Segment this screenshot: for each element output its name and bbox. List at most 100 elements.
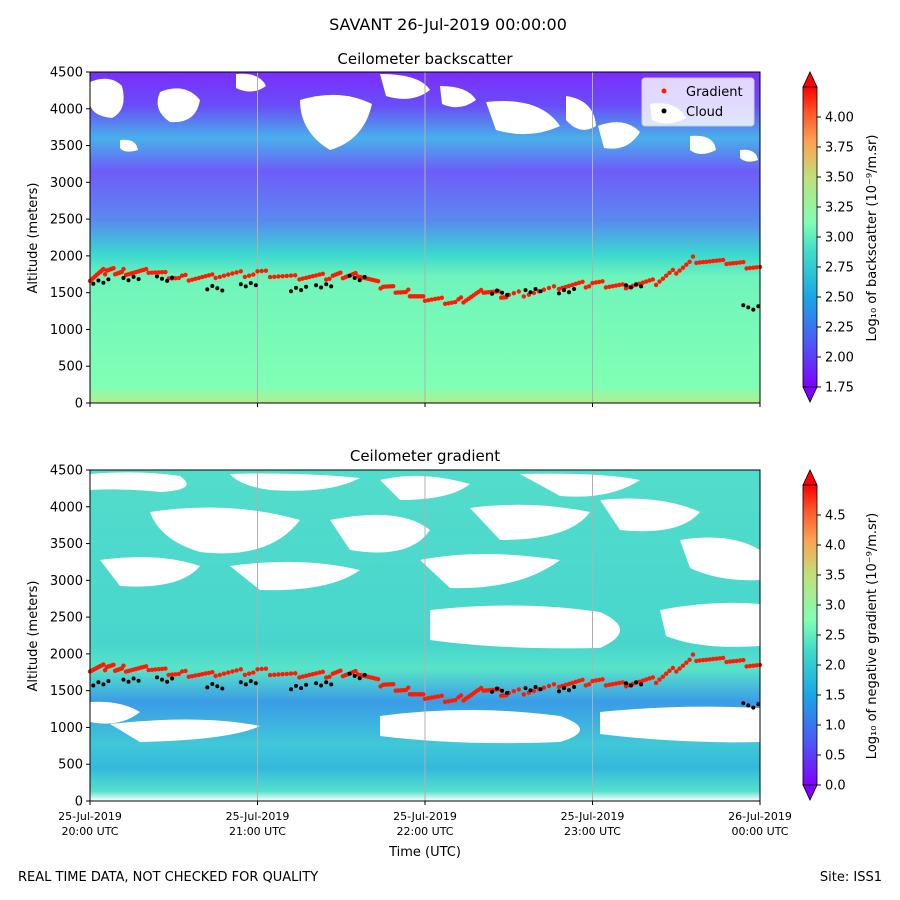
- gradient-point: [267, 274, 273, 280]
- gradient-point: [436, 694, 441, 699]
- gradient-point: [143, 664, 149, 669]
- gradient-point: [179, 273, 185, 278]
- cloud-point: [500, 290, 505, 295]
- gradient-point: [206, 670, 212, 676]
- gradient-point: [121, 266, 126, 272]
- gradient-point: [186, 674, 191, 679]
- gradient-point: [391, 284, 396, 289]
- cloud-point: [533, 287, 538, 291]
- gradient-point: [307, 672, 312, 678]
- gradient-point: [458, 295, 464, 300]
- gradient-point: [439, 295, 444, 300]
- gradient-point: [267, 672, 273, 678]
- gradient-point: [623, 684, 629, 689]
- colorbar: 0.0 0.5 1.0 1.5 2.0 2.5 3.0 3.5 4.0 4.5 Log₁₀ of …: [802, 469, 880, 801]
- colorbar-tick-label: 3.50: [825, 171, 854, 186]
- gradient-point: [146, 270, 151, 275]
- colorbar-min-arrow: [802, 386, 818, 403]
- cloud-point: [362, 274, 367, 279]
- gradient-point: [607, 682, 612, 687]
- figure-title: SAVANT 26-Jul-2019 00:00:00: [329, 15, 567, 34]
- cloud-point: [205, 287, 210, 292]
- gradient-point: [143, 266, 149, 272]
- gradient-point: [246, 671, 252, 676]
- gradient-series: [87, 254, 763, 306]
- gradient-point: [284, 273, 289, 279]
- colorbar-tick-label: 2.75: [825, 261, 854, 276]
- gradient-point: [657, 279, 662, 284]
- cloud-point: [572, 685, 577, 689]
- gradient-point: [737, 658, 743, 663]
- gradient-point: [173, 672, 178, 677]
- gradient-point: [111, 662, 116, 667]
- gradient-point: [670, 665, 676, 671]
- cloud-point: [562, 686, 566, 691]
- y-tick-label: 4000: [50, 102, 83, 117]
- gradient-point: [747, 663, 753, 669]
- gradient-point: [556, 286, 562, 292]
- gradient-point: [439, 693, 444, 698]
- gradient-point: [442, 301, 448, 306]
- gradient-point: [303, 275, 309, 280]
- cloud-point: [624, 681, 628, 686]
- gradient-point: [521, 294, 526, 299]
- gradient-point: [597, 279, 602, 285]
- gradient-point: [169, 672, 175, 677]
- colorbar-tick-label: 2.5: [825, 629, 846, 644]
- gradient-point: [734, 260, 739, 266]
- cloud-point: [314, 681, 319, 686]
- colorbar-tick-label: 4.5: [825, 509, 846, 524]
- y-tick-label: 2500: [50, 611, 83, 626]
- gradient-point: [603, 285, 609, 290]
- cloud-point: [562, 288, 566, 293]
- cloud-point: [96, 278, 101, 283]
- cloud-point: [329, 682, 334, 687]
- gradient-point: [101, 266, 106, 272]
- gradient-point: [242, 672, 248, 678]
- gradient-point: [263, 666, 269, 671]
- y-tick-label: 1500: [50, 684, 83, 699]
- gradient-point: [213, 275, 218, 281]
- cloud-point: [533, 685, 538, 689]
- gradient-point: [234, 668, 239, 673]
- gradient-point: [284, 671, 289, 677]
- site-label: Site: ISS1: [819, 870, 882, 885]
- cloud-point: [106, 277, 111, 282]
- gradient-point: [276, 672, 281, 677]
- gradient-point: [717, 656, 722, 661]
- x-tick-label-date: 25-Jul-2019: [393, 810, 457, 823]
- gradient-point: [166, 672, 171, 678]
- gradient-point: [190, 277, 195, 282]
- gradient-point: [255, 667, 260, 672]
- cloud-point: [523, 686, 528, 691]
- gradient-point: [259, 666, 264, 672]
- gradient-point: [421, 692, 426, 697]
- gradient-point: [724, 659, 729, 665]
- colorbar-tick-label: 2.25: [825, 321, 854, 336]
- gradient-point: [516, 289, 521, 294]
- gradient-point: [196, 672, 202, 678]
- gradient-point: [687, 259, 692, 264]
- gradient-point: [623, 286, 629, 291]
- gradient-point: [449, 300, 454, 305]
- cloud-point: [751, 705, 756, 710]
- gradient-point: [657, 677, 662, 682]
- gradient-point: [650, 277, 655, 282]
- gradient-point: [751, 663, 756, 668]
- gradient-point: [293, 671, 298, 676]
- gradient-point: [650, 675, 655, 680]
- grid-lines: [257, 470, 593, 801]
- colorbar-tick-label: 0.5: [825, 749, 846, 764]
- gradient-point: [190, 674, 195, 679]
- y-tick-label: 2000: [50, 647, 83, 662]
- gradient-point: [183, 668, 188, 674]
- gradient-point: [677, 666, 682, 671]
- cloud-point: [751, 307, 756, 312]
- colorbar-tick-label: 1.75: [825, 381, 854, 396]
- x-axis: [89, 403, 761, 407]
- gradient-point: [643, 677, 649, 682]
- gradient-point: [617, 680, 622, 686]
- cloud-point: [205, 685, 210, 690]
- x-tick-label-time: 22:00 UTC: [396, 825, 453, 838]
